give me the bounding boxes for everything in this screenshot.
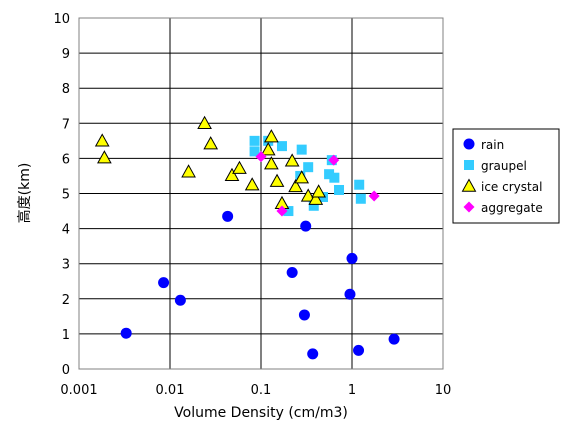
ice-crystal-point <box>181 164 196 178</box>
y-axis-ticks: 0 1 2 3 4 5 6 7 8 9 10 <box>53 12 70 378</box>
rain-point <box>388 333 400 345</box>
graupel-point <box>324 169 335 180</box>
rain-point <box>120 327 132 339</box>
ice-crystal-point <box>224 167 240 181</box>
aggregate-point <box>276 205 288 217</box>
graupel-point <box>249 146 260 157</box>
y-tick-label: 10 <box>53 12 70 27</box>
rain-point <box>222 210 234 222</box>
ice-crystal-point <box>300 188 316 202</box>
ice-crystal-point <box>94 133 110 147</box>
rain-point <box>344 288 356 300</box>
graupel-point <box>249 135 260 146</box>
x-axis-title: Volume Density (cm/m3) <box>174 405 348 421</box>
ice-crystal-point <box>311 184 326 198</box>
ice-crystal-point <box>197 115 212 129</box>
graupel-point <box>308 200 319 211</box>
x-tick-label: 0.1 <box>251 383 272 398</box>
graupel-point <box>276 141 287 152</box>
ice-crystal-point <box>288 178 303 193</box>
ice-crystal-point <box>264 156 279 170</box>
ice-crystal-point <box>232 160 247 174</box>
ice-crystal-point <box>244 177 260 191</box>
y-tick-label: 3 <box>62 258 70 273</box>
legend: rain graupel ice crystal aggregate <box>461 138 543 215</box>
rain-point <box>158 277 170 289</box>
y-axis-title: 高度(km) <box>16 163 33 224</box>
ice-crystal-point <box>269 173 285 187</box>
ice-crystal-point <box>260 142 276 156</box>
ice-crystal-point <box>97 150 112 164</box>
ice-crystal-point <box>264 129 279 143</box>
rain-point <box>174 294 186 306</box>
x-axis-ticks: 0.001 0.01 0.1 1 10 <box>60 383 451 398</box>
data-points <box>94 115 400 360</box>
x-tick-label: 0.01 <box>156 383 185 398</box>
rain-legend-marker <box>463 138 475 150</box>
aggregate-point <box>368 190 380 202</box>
ice-crystal-legend-label: ice crystal <box>481 180 542 194</box>
plot-border <box>78 17 444 370</box>
ice-crystal-point <box>294 170 310 184</box>
aggregate-legend-marker <box>463 201 475 213</box>
graupel-legend-label: graupel <box>481 159 527 173</box>
graupel-point <box>296 144 307 155</box>
y-tick-label: 2 <box>62 293 70 308</box>
ice-crystal-point <box>284 153 300 167</box>
rain-point <box>286 266 298 278</box>
y-tick-label: 7 <box>62 117 70 132</box>
graupel-point <box>355 193 366 204</box>
x-tick-label: 10 <box>435 383 452 398</box>
y-tick-label: 5 <box>62 188 70 203</box>
rain-legend-label: rain <box>481 138 504 152</box>
graupel-point <box>334 184 345 195</box>
rain-point <box>307 348 319 360</box>
x-tick-label: 0.001 <box>60 383 97 398</box>
ice-crystal-legend-marker <box>461 178 477 192</box>
ice-crystal-point <box>308 191 324 205</box>
graupel-point <box>354 179 365 190</box>
graupel-point <box>329 172 340 183</box>
rain-point <box>353 344 365 356</box>
aggregate-point <box>328 154 340 166</box>
graupel-legend-marker <box>464 160 474 170</box>
aggregate-point <box>255 151 267 163</box>
y-tick-label: 9 <box>62 47 70 62</box>
graupel-point <box>303 162 314 173</box>
y-tick-label: 6 <box>62 152 70 167</box>
ice-crystal-point <box>203 136 219 150</box>
graupel-point <box>283 206 294 217</box>
y-tick-label: 1 <box>62 328 70 343</box>
y-tick-label: 4 <box>62 223 70 238</box>
rain-point <box>298 309 310 321</box>
x-tick-label: 1 <box>348 383 356 398</box>
rain-point <box>300 220 312 232</box>
aggregate-legend-label: aggregate <box>481 201 543 215</box>
y-tick-label: 0 <box>62 363 70 378</box>
y-tick-label: 8 <box>62 82 70 97</box>
rain-point <box>346 252 358 264</box>
